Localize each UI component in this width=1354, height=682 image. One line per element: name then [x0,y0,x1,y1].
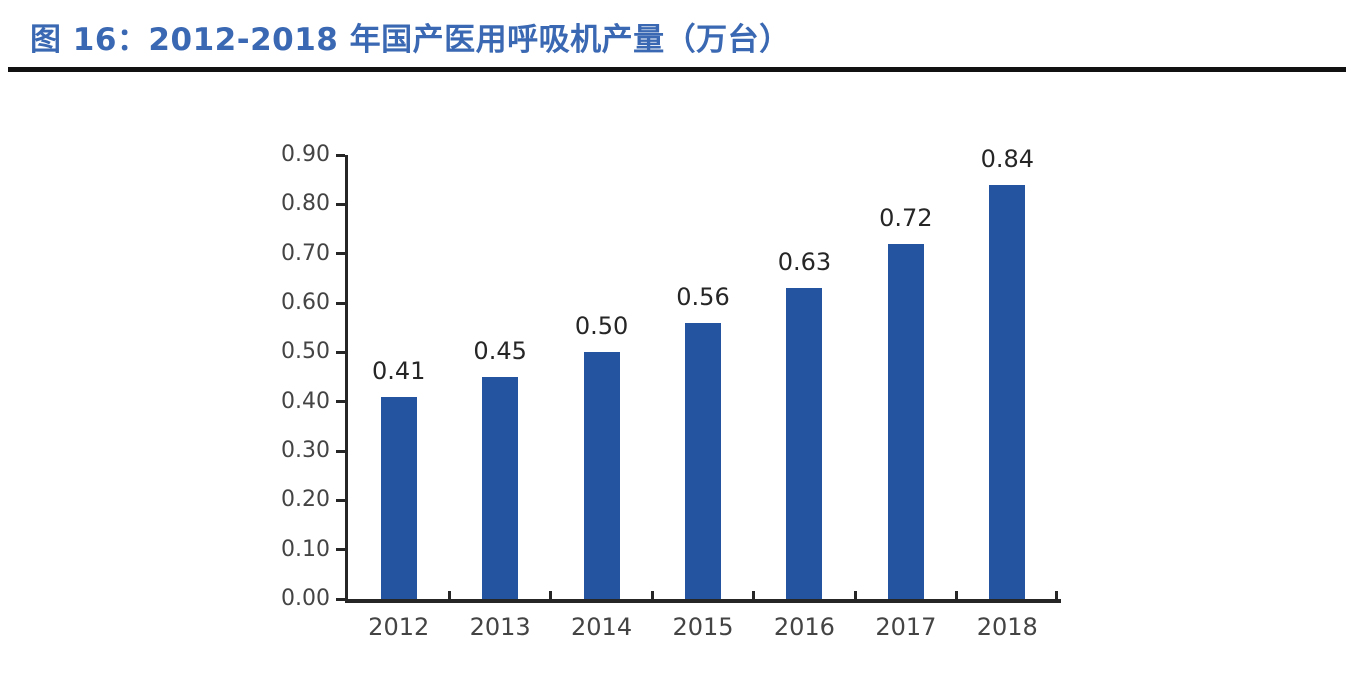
title-divider-rule [8,67,1346,72]
y-axis-tick-label: 0.20 [281,487,330,513]
y-axis-tick [336,597,345,601]
bar-2016 [786,288,823,599]
x-axis-tick [549,591,553,599]
y-axis-tick [336,548,345,552]
bar-value-label: 0.50 [574,312,629,341]
y-axis-tick-label: 0.90 [281,142,330,167]
x-axis-tick [650,591,654,599]
x-axis-category-label: 2016 [773,613,835,641]
bar-value-label: 0.72 [879,203,933,232]
bar-value-label: 0.45 [473,337,527,365]
y-axis-tick [336,498,345,502]
y-axis-tick-label: 0.50 [281,339,330,365]
y-axis-tick-label: 0.40 [281,388,330,414]
x-axis-tick [955,591,959,599]
x-axis-category-label: 2013 [469,613,531,641]
bar-2015 [685,322,721,599]
y-axis-tick-label: 0.00 [281,586,330,611]
x-axis-tick [447,591,451,599]
x-axis-category-label: 2014 [571,613,633,641]
x-axis-tick [853,591,857,599]
y-axis-tick [336,400,345,404]
bar-value-label: 0.41 [371,356,426,385]
bar-value-label: 0.63 [777,248,832,277]
y-axis-tick [336,202,345,206]
y-axis-tick [336,252,345,256]
y-axis-tick [336,449,345,453]
figure-title: 图 16：2012-2018 年国产医用呼吸机产量（万台） [30,22,791,58]
y-axis-tick-label: 0.80 [281,191,330,217]
y-axis-tick-label: 0.70 [281,240,330,266]
y-axis-tick [336,301,345,305]
x-axis-category-label: 2015 [672,613,734,641]
y-axis-tick-label: 0.30 [281,438,330,463]
x-axis-category-label: 2017 [875,613,937,641]
bar-value-label: 0.56 [676,282,730,311]
bar-2018 [989,184,1026,599]
bar-2013 [482,377,519,599]
x-axis-tick [752,591,756,599]
x-axis-tick [1055,591,1058,599]
y-axis-tick-label: 0.10 [281,536,330,562]
bar-2014 [583,352,620,599]
y-axis-tick-label: 0.60 [281,290,330,315]
bar-2017 [887,243,924,599]
x-axis-category-label: 2012 [368,613,430,641]
plot-area: 0.41 0.45 0.50 0.56 0.63 0.72 0.84 [345,147,1061,603]
bar-value-label: 0.84 [980,144,1034,173]
y-axis-tick [336,350,345,354]
x-axis-category-label: 2018 [976,613,1038,641]
y-axis-tick [336,153,345,157]
bar-2012 [380,396,417,599]
